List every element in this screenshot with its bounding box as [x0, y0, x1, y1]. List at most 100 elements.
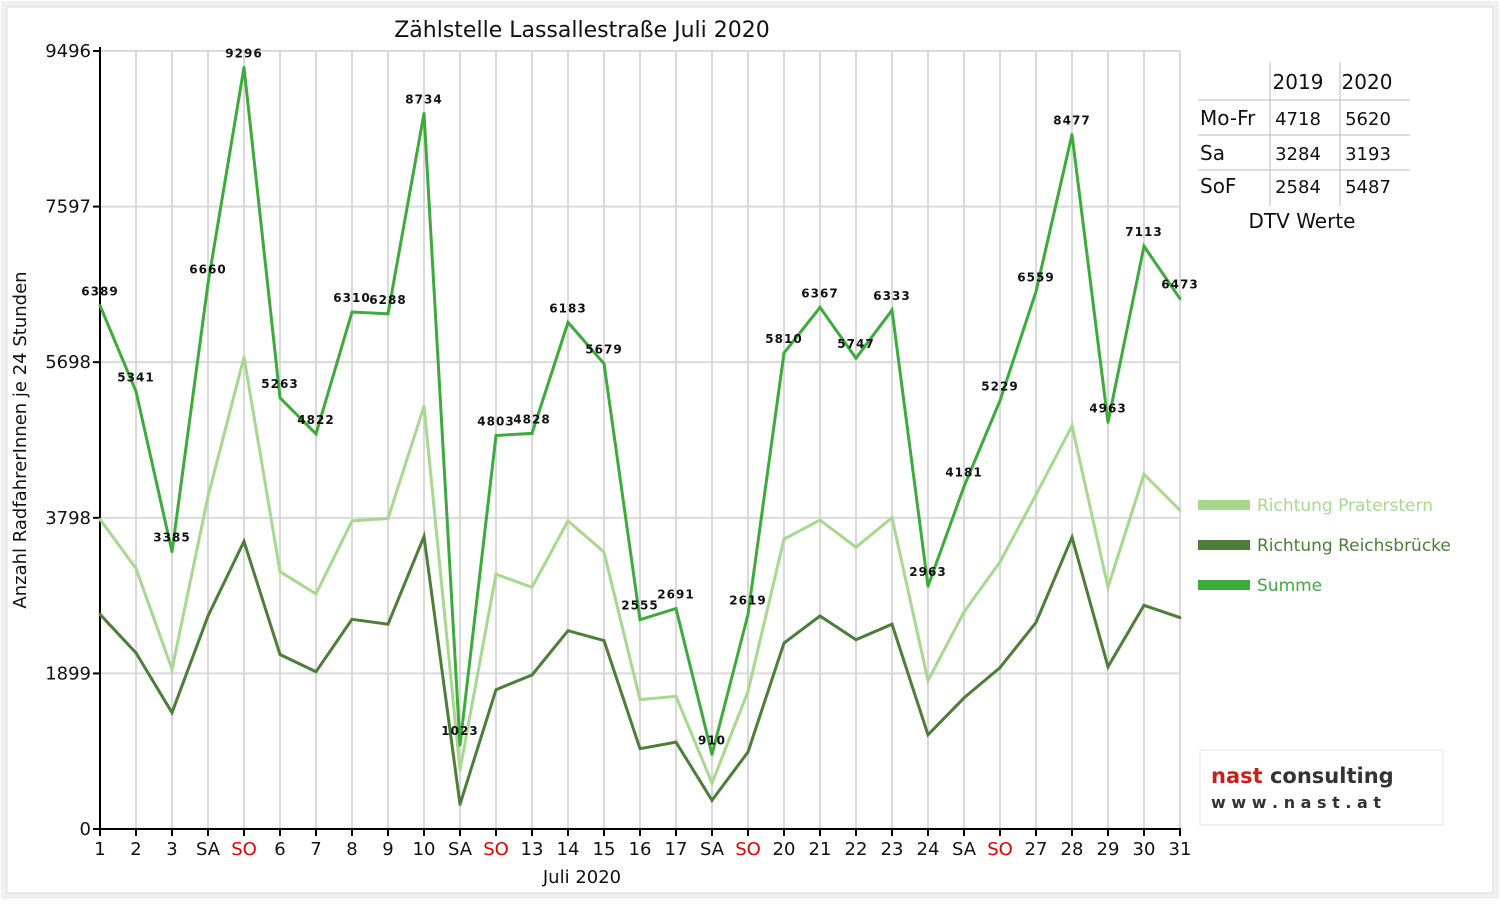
data-point	[278, 396, 282, 400]
data-point	[566, 321, 570, 324]
data-label: 4828	[513, 412, 550, 426]
x-tick-label: SO	[483, 839, 509, 860]
x-tick-label: 10	[413, 839, 436, 860]
x-tick-label: SA	[448, 839, 473, 860]
data-label: 5747	[837, 337, 874, 351]
data-point	[602, 550, 606, 554]
y-tick-label: 1899	[45, 663, 91, 684]
x-tick-label: 27	[1025, 839, 1048, 860]
x-tick-label: 15	[593, 839, 616, 860]
company-logo: nast consulting w w w . n a s t . a t	[1199, 749, 1444, 826]
data-point	[458, 803, 462, 806]
legend: Richtung Praterstern Richtung Reichsbrüc…	[1198, 496, 1451, 596]
data-label: 6660	[189, 262, 226, 276]
data-point	[1142, 244, 1146, 248]
data-label: 5679	[585, 343, 622, 357]
x-tick-label: SA	[952, 839, 977, 860]
table-row-label-sa: Sa	[1200, 141, 1225, 165]
y-axis-ticks: 0 1899 3798 5698 7597 9496	[45, 41, 100, 840]
x-tick-label: 23	[881, 839, 904, 860]
y-tick-label: 9496	[45, 41, 91, 62]
data-point	[530, 432, 534, 435]
data-point	[494, 688, 498, 692]
data-point	[890, 516, 894, 520]
data-point	[422, 535, 426, 538]
data-label: 5229	[981, 380, 1018, 394]
data-point	[854, 356, 858, 360]
data-point	[746, 750, 750, 754]
x-tick-label: 6	[274, 839, 285, 860]
data-point	[458, 743, 462, 747]
data-label: 7113	[1125, 225, 1162, 239]
data-label: 9296	[225, 46, 262, 60]
y-axis-label: Anzahl RadfahrerInnen je 24 Stunden	[10, 271, 31, 608]
data-point	[638, 698, 642, 701]
data-label: 5341	[117, 370, 154, 384]
data-point	[1106, 585, 1110, 589]
data-point	[1070, 424, 1074, 428]
data-point	[1070, 535, 1074, 539]
data-point	[386, 312, 390, 316]
x-tick-label: 14	[557, 839, 580, 860]
data-point	[1070, 133, 1074, 136]
data-point	[1142, 603, 1146, 607]
x-tick-label: 30	[1133, 839, 1156, 860]
legend-label-summe: Summe	[1257, 576, 1322, 596]
data-point	[422, 112, 426, 115]
table-cell: 5620	[1345, 109, 1391, 130]
data-label: 6389	[81, 285, 118, 299]
data-point	[674, 740, 678, 744]
data-label: 910	[698, 733, 726, 747]
data-point	[818, 518, 822, 522]
data-point	[170, 667, 174, 671]
data-point	[1034, 290, 1038, 294]
data-point	[998, 560, 1002, 564]
data-point	[206, 614, 210, 618]
x-tick-label: 29	[1097, 839, 1120, 860]
data-point	[566, 629, 570, 633]
x-tick-label: 31	[1169, 839, 1192, 860]
data-point	[566, 519, 570, 523]
data-label: 6559	[1017, 271, 1054, 285]
data-point	[98, 612, 102, 616]
data-point	[962, 485, 966, 488]
chart-title: Zählstelle Lassallestraße Juli 2020	[394, 18, 770, 43]
data-label: 6367	[801, 286, 838, 300]
x-tick-label: 17	[665, 839, 688, 860]
data-point	[458, 768, 462, 772]
dtv-table: 2019 2020 Mo-Fr 4718 5620 Sa 3284 3193 S…	[1198, 62, 1410, 233]
data-point	[350, 310, 354, 314]
x-tick-label: 9	[382, 839, 393, 860]
data-point	[494, 572, 498, 576]
data-label: 2619	[729, 593, 766, 607]
x-tick-label: 7	[310, 839, 321, 860]
x-tick-label: 8	[346, 839, 357, 860]
data-label: 2963	[909, 565, 946, 579]
x-tick-label: SO	[735, 839, 761, 860]
data-label: 6333	[873, 289, 910, 303]
data-label: 2691	[657, 588, 694, 602]
data-point	[242, 540, 246, 543]
data-point	[314, 670, 318, 674]
data-label: 6473	[1161, 278, 1198, 292]
data-point	[746, 613, 750, 616]
logo-brand: nast consulting	[1211, 764, 1394, 788]
x-tick-label: SO	[231, 839, 257, 860]
data-label: 4181	[945, 465, 982, 479]
data-point	[746, 689, 750, 693]
data-point	[278, 653, 282, 656]
data-point	[98, 304, 102, 307]
y-tick-label: 5698	[45, 352, 91, 373]
data-label: 1023	[441, 724, 478, 738]
table-cell: 4718	[1275, 109, 1321, 130]
data-point	[710, 781, 714, 785]
x-tick-label: SO	[987, 839, 1013, 860]
data-point	[818, 614, 822, 618]
data-point	[962, 696, 966, 700]
table-header-2020: 2020	[1342, 70, 1393, 94]
data-point	[710, 798, 714, 802]
table-row-label-sof: SoF	[1200, 174, 1236, 198]
data-label: 4803	[477, 414, 514, 428]
data-point	[314, 592, 318, 596]
